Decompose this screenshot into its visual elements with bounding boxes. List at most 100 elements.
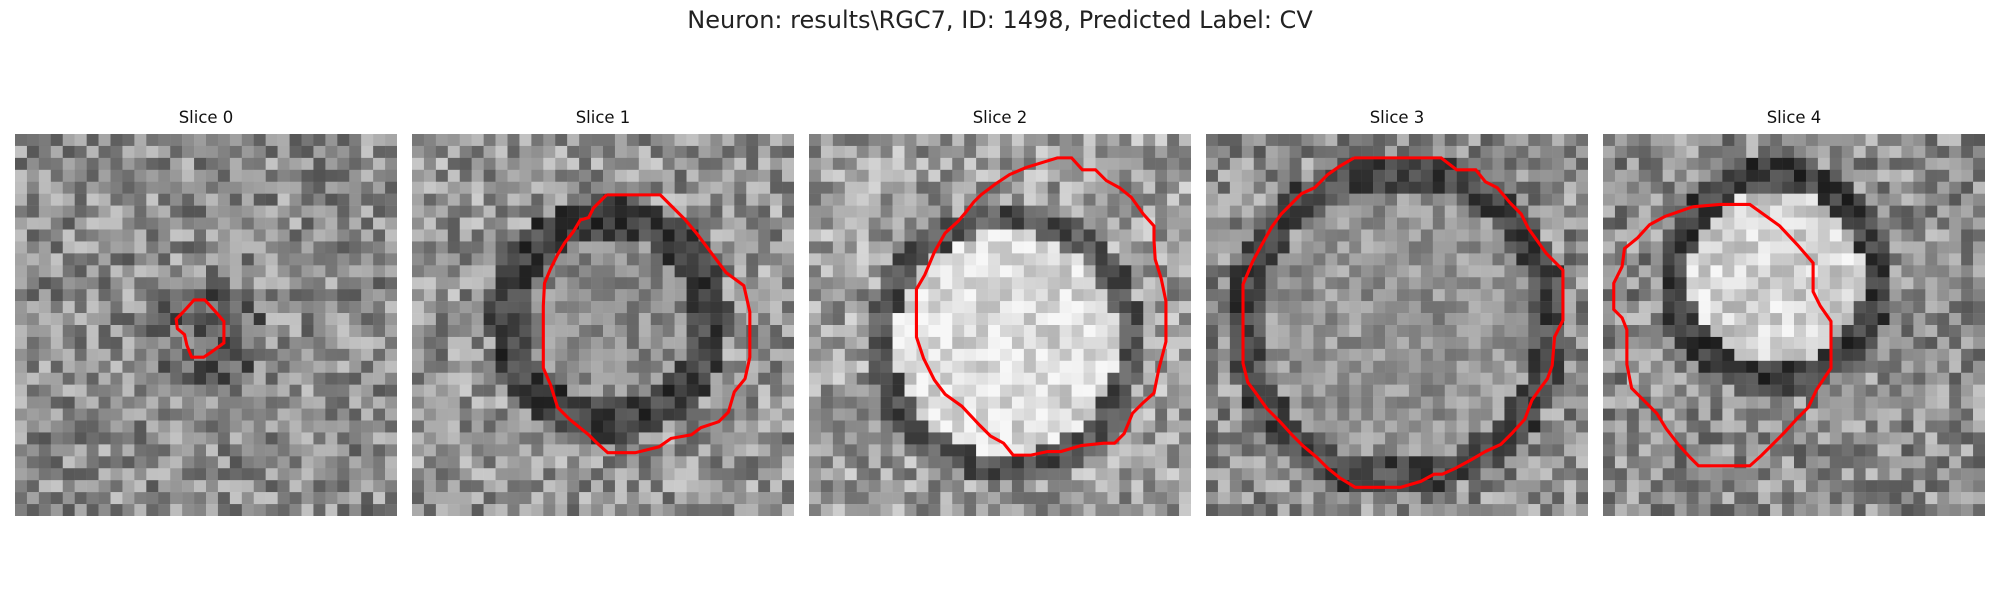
pixel bbox=[1674, 277, 1687, 290]
pixel bbox=[928, 492, 941, 505]
pixel bbox=[614, 134, 628, 147]
pixel bbox=[1373, 181, 1386, 194]
pixel bbox=[746, 253, 759, 266]
pixel bbox=[1686, 181, 1699, 194]
pixel bbox=[1949, 169, 1962, 182]
pixel bbox=[567, 480, 580, 493]
pixel bbox=[1119, 348, 1132, 362]
pixel bbox=[1035, 169, 1048, 182]
pixel bbox=[976, 265, 989, 278]
pixel bbox=[1432, 265, 1445, 278]
pixel bbox=[38, 408, 52, 421]
pixel bbox=[182, 157, 195, 171]
pixel bbox=[217, 145, 231, 159]
pixel bbox=[301, 265, 314, 278]
pixel bbox=[1877, 253, 1890, 266]
pixel bbox=[1480, 229, 1493, 242]
pixel bbox=[194, 205, 207, 218]
pixel bbox=[1937, 193, 1950, 206]
pixel bbox=[1385, 193, 1398, 206]
pixel bbox=[1564, 504, 1577, 516]
pixel bbox=[122, 420, 135, 433]
pixel bbox=[856, 229, 869, 242]
pixel bbox=[1385, 325, 1398, 338]
pixel bbox=[770, 169, 783, 182]
pixel bbox=[892, 456, 905, 469]
pixel bbox=[1480, 348, 1493, 362]
pixel bbox=[471, 241, 484, 254]
pixel bbox=[26, 265, 40, 278]
pixel bbox=[1229, 217, 1243, 230]
pixel bbox=[1397, 253, 1410, 266]
pixel bbox=[435, 229, 449, 242]
pixel bbox=[373, 492, 386, 505]
pixel bbox=[1805, 169, 1819, 182]
pixel bbox=[1217, 492, 1231, 505]
pixel bbox=[1241, 456, 1254, 469]
pixel bbox=[1698, 217, 1711, 230]
pixel bbox=[110, 384, 123, 397]
pixel bbox=[15, 432, 28, 445]
pixel bbox=[1408, 145, 1422, 159]
pixel bbox=[686, 348, 699, 362]
pixel bbox=[74, 265, 87, 278]
pixel bbox=[1420, 456, 1434, 469]
pixel bbox=[1746, 265, 1759, 278]
pixel bbox=[1877, 205, 1890, 218]
pixel bbox=[447, 313, 460, 326]
pixel bbox=[62, 145, 75, 159]
pixel bbox=[1071, 384, 1084, 397]
pixel bbox=[1277, 289, 1290, 302]
pixel bbox=[229, 181, 243, 194]
pixel bbox=[567, 384, 580, 397]
pixel bbox=[686, 205, 699, 218]
pixel bbox=[1794, 134, 1807, 147]
pixel bbox=[988, 253, 1001, 266]
pixel bbox=[531, 384, 544, 397]
pixel bbox=[1444, 289, 1457, 302]
pixel bbox=[1662, 456, 1675, 469]
pixel bbox=[1011, 396, 1025, 409]
pixel bbox=[1397, 301, 1410, 314]
pixel bbox=[1408, 169, 1422, 182]
pixel bbox=[1337, 432, 1350, 445]
pixel bbox=[782, 145, 794, 159]
pixel bbox=[337, 193, 350, 206]
pixel bbox=[62, 217, 75, 230]
pixel bbox=[614, 480, 628, 493]
pixel bbox=[50, 229, 63, 242]
pixel bbox=[710, 229, 723, 242]
pixel bbox=[1540, 432, 1553, 445]
pixel bbox=[1638, 134, 1651, 147]
pixel bbox=[626, 265, 640, 278]
pixel bbox=[964, 480, 977, 493]
pixel bbox=[423, 408, 437, 421]
pixel bbox=[1468, 157, 1481, 171]
pixel bbox=[519, 456, 532, 469]
pixel bbox=[265, 396, 278, 409]
pixel bbox=[182, 372, 195, 385]
pixel bbox=[385, 241, 397, 254]
pixel bbox=[1973, 325, 1985, 338]
pixel bbox=[1301, 265, 1314, 278]
pixel bbox=[809, 504, 822, 516]
pixel bbox=[1877, 408, 1890, 421]
pixel bbox=[686, 145, 699, 159]
pixel bbox=[940, 253, 953, 266]
pixel bbox=[844, 229, 857, 242]
pixel bbox=[662, 277, 675, 290]
pixel bbox=[1444, 241, 1457, 254]
pixel bbox=[1782, 145, 1795, 159]
pixel bbox=[1638, 169, 1651, 182]
pixel bbox=[1662, 253, 1675, 266]
pixel bbox=[1095, 229, 1108, 242]
pixel bbox=[1047, 325, 1060, 338]
pixel bbox=[26, 444, 40, 457]
pixel bbox=[1877, 348, 1890, 362]
pixel bbox=[1758, 157, 1771, 171]
pixel bbox=[1047, 289, 1060, 302]
pixel bbox=[1408, 313, 1422, 326]
pixel bbox=[1504, 289, 1517, 302]
pixel bbox=[1603, 432, 1616, 445]
pixel bbox=[1397, 372, 1410, 385]
